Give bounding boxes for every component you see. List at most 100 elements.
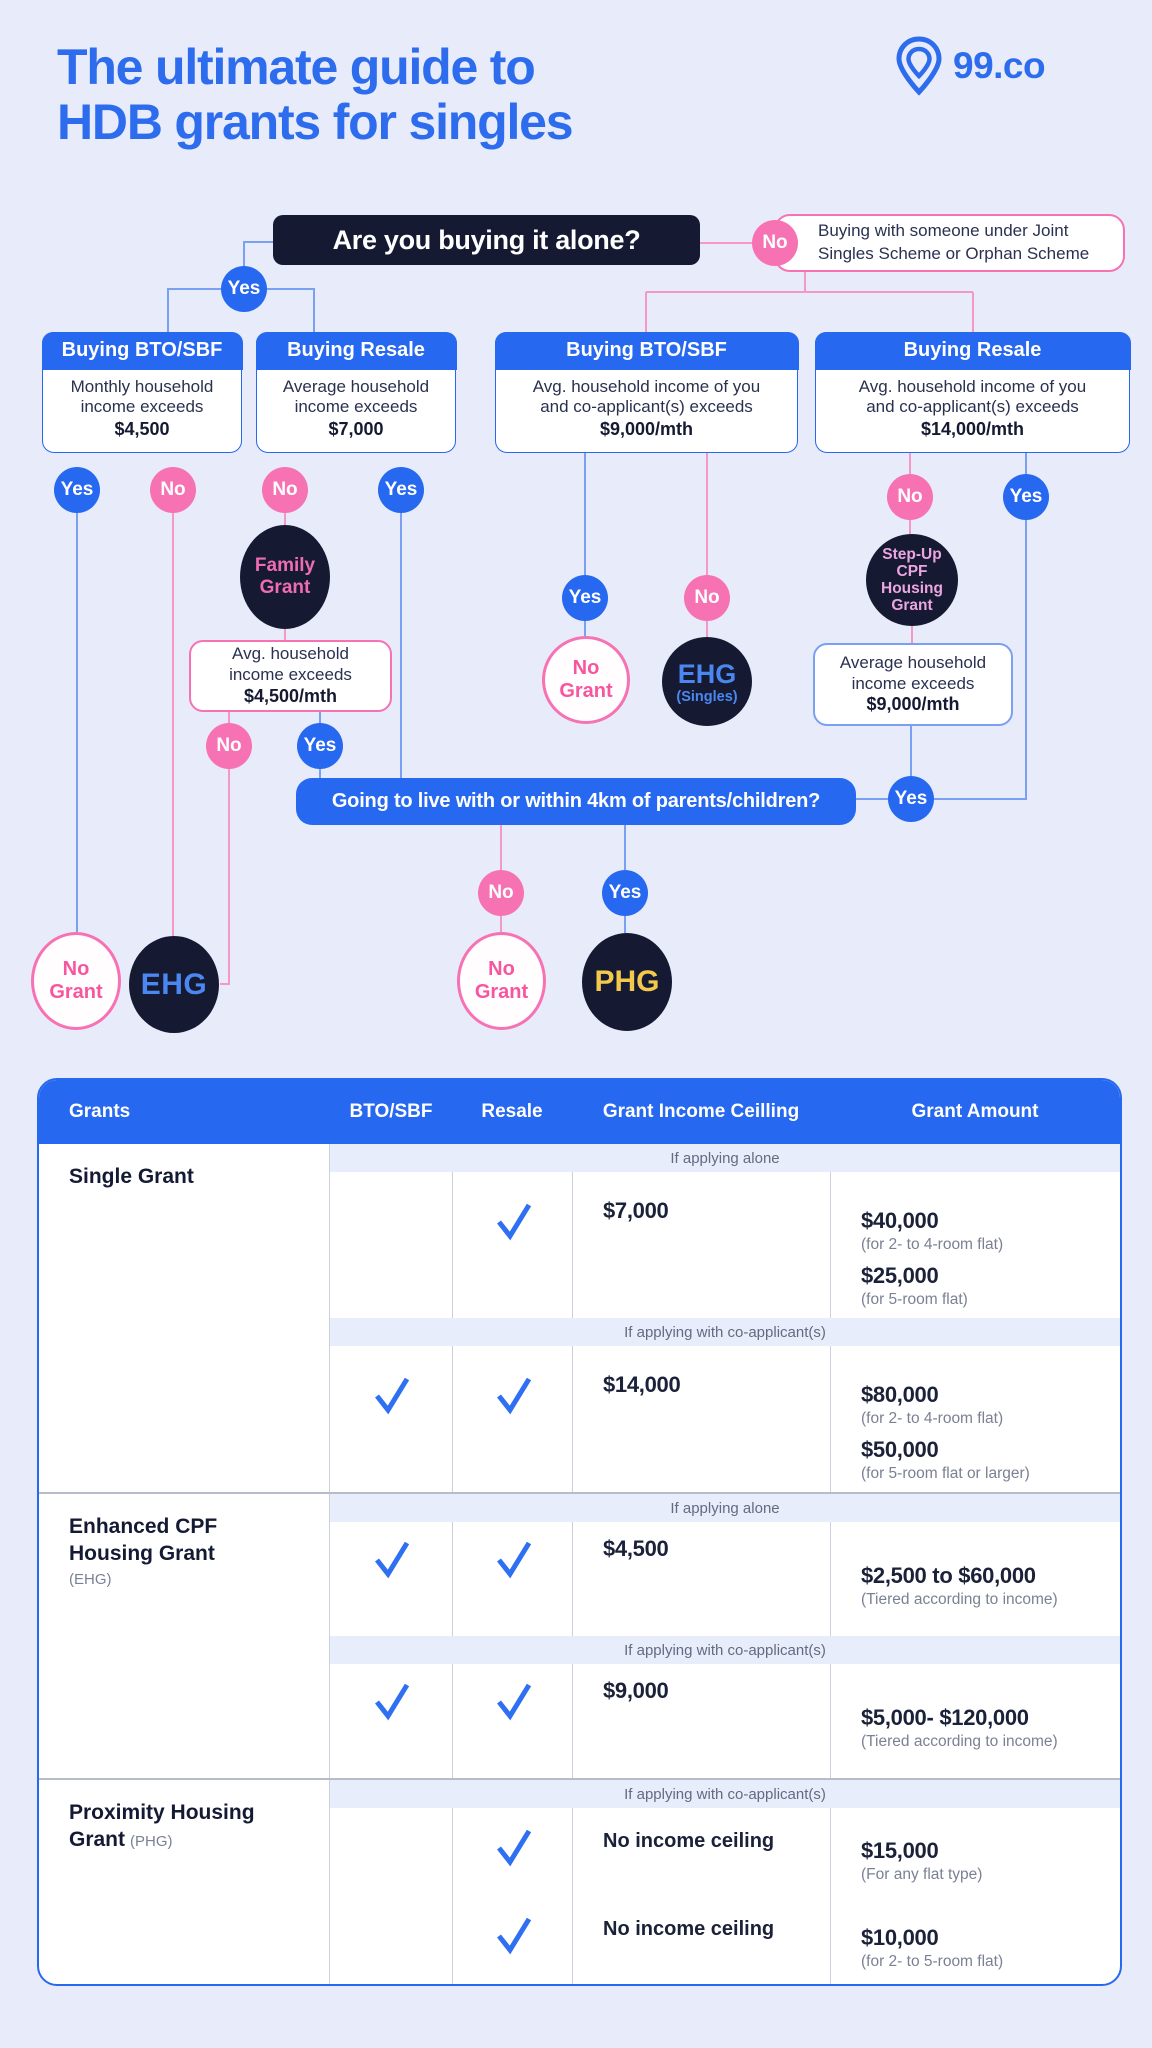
group-separator <box>39 1492 1120 1494</box>
table-group-phg: Proximity Housing Grant (PHG) If applying… <box>39 1780 1120 1984</box>
no-badge: No <box>887 474 933 520</box>
cell-grant-amount: $5,000- $120,000 (Tiered according to in… <box>830 1664 1120 1778</box>
cell-resale <box>452 1808 572 1898</box>
proximity-question-bar: Going to live with or within 4km of pare… <box>296 778 856 825</box>
card-body: Average household income exceeds <box>282 376 430 417</box>
col-header-grants: Grants <box>69 1101 131 1122</box>
no-badge: No <box>684 575 730 621</box>
yes-badge: Yes <box>562 575 608 621</box>
cell-income-ceiling: $14,000 <box>572 1346 830 1492</box>
table-row: No income ceiling $15,000 (For any flat … <box>330 1808 1120 1898</box>
root-question-label: Are you buying it alone? <box>332 224 641 255</box>
card-bto-alone: Buying BTO/SBF Monthly household income … <box>41 331 243 453</box>
card-bto-joint: Buying BTO/SBF Avg. household income of … <box>494 331 799 453</box>
col-header-grant-amount: Grant Amount <box>911 1101 1039 1122</box>
cell-resale <box>452 1172 572 1318</box>
stepup-grant-node: Step-Up CPF Housing Grant <box>866 534 958 626</box>
phg-node: PHG <box>582 933 672 1031</box>
cell-grant-amount: $15,000 (For any flat type) <box>830 1808 1120 1898</box>
table-row: No income ceiling $10,000 (for 2- to 5-r… <box>330 1898 1120 1984</box>
card-amount: $4,500 <box>114 418 170 439</box>
no-grant-node: No Grant <box>31 932 121 1030</box>
checkmark-icon <box>496 1917 531 1955</box>
col-header-bto-sbf: BTO/SBF <box>349 1101 433 1122</box>
brand-logo: 99.co <box>893 36 1046 96</box>
cell-grant-amount: $80,000 (for 2- to 4-room flat) $50,000 … <box>830 1346 1120 1492</box>
brand-logo-text: 99.co <box>953 45 1046 86</box>
checkmark-icon <box>496 1377 531 1415</box>
table-row: $14,000 $80,000 (for 2- to 4-room flat) … <box>330 1346 1120 1492</box>
grants-table: Grants BTO/SBF Resale Grant Income Ceill… <box>37 1078 1122 1986</box>
income-check-4500: Avg. household income exceeds $4,500/mth <box>189 640 392 712</box>
sub-band: If applying with co-applicant(s) <box>330 1780 1120 1808</box>
checkmark-icon <box>375 1541 410 1579</box>
no-badge: No <box>752 220 798 266</box>
cell-bto <box>330 1664 452 1778</box>
col-header-resale: Resale <box>481 1101 543 1122</box>
cell-resale <box>452 1522 572 1636</box>
yes-badge: Yes <box>1003 474 1049 520</box>
page-title-line2: HDB grants for singles <box>57 94 574 150</box>
card-title: Buying Resale <box>255 331 457 370</box>
table-group-single-grant: Single Grant If applying alone $7,000 $4… <box>39 1144 1120 1492</box>
family-grant-node: Family Grant <box>240 525 330 629</box>
table-group-ehg: Enhanced CPF Housing Grant (EHG) If apply… <box>39 1494 1120 1778</box>
yes-badge: Yes <box>221 266 267 312</box>
cell-income-ceiling: No income ceiling <box>572 1808 830 1898</box>
sub-band: If applying with co-applicant(s) <box>330 1636 1120 1664</box>
checkmark-icon <box>496 1541 531 1579</box>
card-body: Avg. household income of you and co-appl… <box>532 376 761 417</box>
yes-badge: Yes <box>54 467 100 513</box>
checkmark-icon <box>375 1377 410 1415</box>
cell-grant-amount: $10,000 (for 2- to 5-room flat) <box>830 1898 1120 1984</box>
card-amount: $9,000/mth <box>599 418 694 439</box>
table-row: $4,500 $2,500 to $60,000 (Tiered accordi… <box>330 1522 1120 1636</box>
group-label-cell: Single Grant <box>39 1144 330 1492</box>
root-question-box: Are you buying it alone? <box>273 215 700 265</box>
group-label-cell: Proximity Housing Grant (PHG) <box>39 1780 330 1984</box>
page-title: The ultimate guide to HDB grants for sin… <box>57 39 574 150</box>
checkmark-icon <box>496 1203 531 1241</box>
card-resale-alone: Buying Resale Average household income e… <box>255 331 457 453</box>
no-badge: No <box>206 723 252 769</box>
card-amount: $7,000 <box>328 418 384 439</box>
group-label-cell: Enhanced CPF Housing Grant (EHG) <box>39 1494 330 1778</box>
no-grant-node: No Grant <box>457 932 546 1030</box>
ehg-singles-node: EHG (Singles) <box>662 637 752 726</box>
yes-badge: Yes <box>888 776 934 822</box>
col-header-income-ceiling: Grant Income Ceilling <box>602 1101 800 1122</box>
cell-income-ceiling: No income ceiling <box>572 1898 830 1984</box>
cell-income-ceiling: $9,000 <box>572 1664 830 1778</box>
sub-band: If applying with co-applicant(s) <box>330 1318 1120 1346</box>
group-separator <box>39 1778 1120 1780</box>
table-header-row: Grants BTO/SBF Resale Grant Income Ceill… <box>39 1080 1120 1144</box>
checkmark-icon <box>496 1829 531 1867</box>
table-row: $7,000 $40,000 (for 2- to 4-room flat) $… <box>330 1172 1120 1318</box>
card-title: Buying Resale <box>814 331 1131 370</box>
page-title-line1: The ultimate guide to <box>57 39 536 95</box>
income-check-9000: Average household income exceeds $9,000/… <box>813 643 1013 726</box>
no-grant-node: No Grant <box>542 636 630 724</box>
yes-badge: Yes <box>602 870 648 916</box>
cell-resale <box>452 1346 572 1492</box>
yes-badge: Yes <box>297 723 343 769</box>
cell-grant-amount: $2,500 to $60,000 (Tiered according to i… <box>830 1522 1120 1636</box>
cell-bto <box>330 1522 452 1636</box>
card-body: Monthly household income exceeds <box>70 376 214 417</box>
card-title: Buying BTO/SBF <box>494 331 799 370</box>
no-badge: No <box>150 467 196 513</box>
sub-band: If applying alone <box>330 1494 1120 1522</box>
sub-band: If applying alone <box>330 1144 1120 1172</box>
cell-income-ceiling: $7,000 <box>572 1172 830 1318</box>
card-amount: $14,000/mth <box>920 418 1025 439</box>
card-resale-joint: Buying Resale Avg. household income of y… <box>814 331 1131 453</box>
cell-resale <box>452 1664 572 1778</box>
joint-scheme-note: Buying with someone under Joint Singles … <box>774 214 1125 272</box>
yes-badge: Yes <box>378 467 424 513</box>
cell-income-ceiling: $4,500 <box>572 1522 830 1636</box>
table-row: $9,000 $5,000- $120,000 (Tiered accordin… <box>330 1664 1120 1778</box>
no-badge: No <box>262 467 308 513</box>
cell-bto <box>330 1346 452 1492</box>
